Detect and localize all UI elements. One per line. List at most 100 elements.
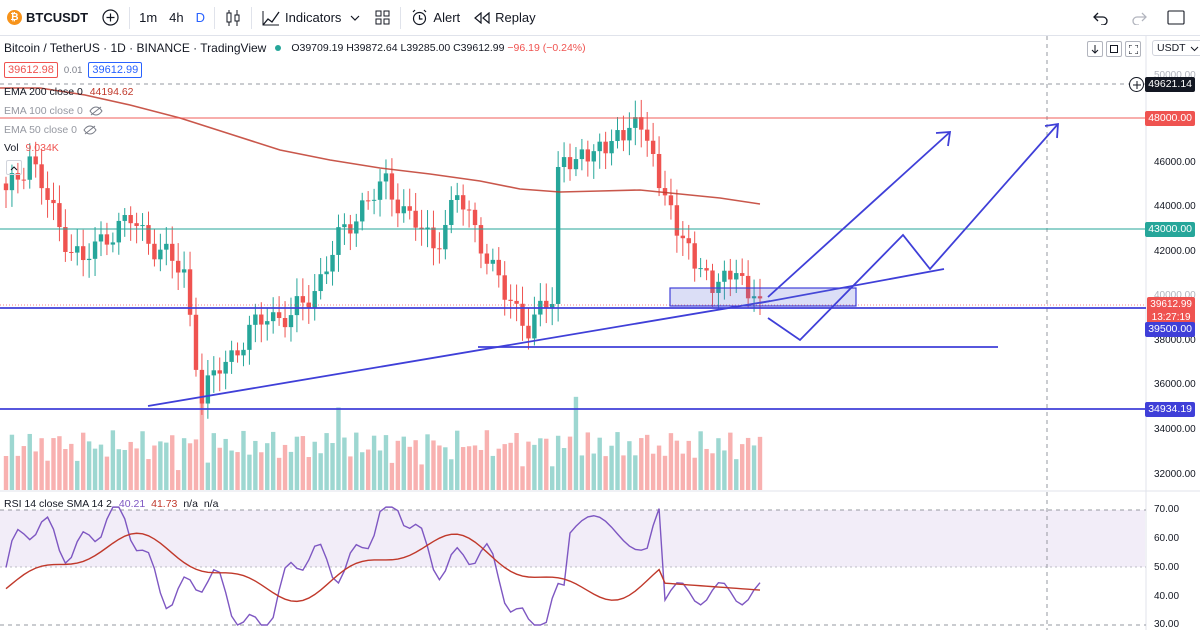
volume-bar xyxy=(21,446,27,490)
volume-bar xyxy=(80,432,86,490)
indicators-button[interactable]: Indicators xyxy=(255,0,368,36)
price-tick: 32000.00 xyxy=(1154,469,1196,480)
volume-bar xyxy=(241,430,246,490)
volume-bar xyxy=(199,391,205,490)
volume-bar xyxy=(360,452,365,490)
volume-bar xyxy=(449,459,454,490)
volume-bar xyxy=(751,445,757,490)
price-tick: 38000.00 xyxy=(1154,335,1196,346)
candle-body xyxy=(39,164,44,189)
volume-bar xyxy=(395,440,401,490)
candle-body xyxy=(639,117,644,130)
volume-bar xyxy=(668,433,674,490)
alarm-clock-icon xyxy=(412,9,427,26)
level-48000-label: 48000.00 xyxy=(1145,111,1195,126)
toolbar-divider xyxy=(214,6,216,29)
candle-body xyxy=(86,258,92,261)
volume-bar xyxy=(716,438,721,490)
level-39500-label: 39500.00 xyxy=(1145,322,1195,337)
ema-200-line xyxy=(0,87,761,205)
candle-body xyxy=(181,269,187,273)
redo-button[interactable] xyxy=(1124,0,1154,36)
volume-bar xyxy=(579,455,585,490)
candle-body xyxy=(360,200,365,222)
candle-body xyxy=(716,281,721,293)
ema50-legend[interactable]: EMA 50 close 0 xyxy=(4,124,97,136)
collapse-legend-button[interactable] xyxy=(6,160,22,175)
volume-bar xyxy=(187,443,193,490)
candle-body xyxy=(478,225,484,254)
candle-body xyxy=(650,140,656,154)
symbol-search[interactable]: ₿ BTCUSDT xyxy=(0,0,95,36)
volume-bar xyxy=(704,448,709,490)
volume-bar xyxy=(15,455,21,490)
currency-selector[interactable]: USDT xyxy=(1152,40,1200,56)
candle-body xyxy=(51,199,56,204)
ema100-legend[interactable]: EMA 100 close 0 xyxy=(4,105,103,117)
rsi-legend[interactable]: RSI 14 close SMA 14 2 40.21 41.73 n/a n/… xyxy=(4,498,218,510)
high-value: H39872.64 xyxy=(346,42,398,54)
volume-bar xyxy=(538,438,543,490)
ema200-legend[interactable]: EMA 200 close 0 44194.62 xyxy=(4,86,134,98)
volume-bar xyxy=(27,433,32,490)
candle-body xyxy=(555,166,561,304)
buy-price-button[interactable]: 39612.99 xyxy=(88,62,143,78)
volume-bar xyxy=(306,457,311,490)
rsi-tick: 40.00 xyxy=(1154,591,1180,602)
interval-d[interactable]: D xyxy=(195,10,206,25)
chart-type-button[interactable] xyxy=(218,0,248,36)
projection-path-2[interactable] xyxy=(767,123,1059,342)
candle-body xyxy=(300,296,306,303)
support-trendline[interactable] xyxy=(147,300,771,407)
plus-icon xyxy=(1132,80,1141,89)
candle-body xyxy=(532,314,537,339)
candle-body xyxy=(674,205,680,236)
interval-4h[interactable]: 4h xyxy=(169,10,184,25)
volume-bar xyxy=(674,440,680,490)
projection-path-1[interactable] xyxy=(767,131,951,298)
volume-bar xyxy=(734,459,739,490)
volume-bar xyxy=(276,457,282,490)
ema50-label: EMA 50 close 0 xyxy=(4,124,77,136)
alert-button[interactable]: Alert xyxy=(404,0,467,36)
candle-body xyxy=(585,149,591,162)
volume-legend[interactable]: Vol 9.034K xyxy=(4,142,59,154)
interval-1m[interactable]: 1m xyxy=(139,10,158,25)
volume-bar xyxy=(466,446,472,490)
candle-body xyxy=(158,249,163,260)
candle-body xyxy=(69,251,74,253)
volume-bar xyxy=(229,450,234,490)
fullscreen-button[interactable] xyxy=(1125,41,1141,57)
candle-body xyxy=(407,206,412,211)
candle-body xyxy=(561,157,567,167)
consolidation-rectangle[interactable] xyxy=(669,287,857,307)
volume-value: 9.034K xyxy=(25,142,59,154)
volume-bar xyxy=(110,430,116,490)
sell-price-button[interactable]: 39612.98 xyxy=(4,62,58,78)
undo-button[interactable] xyxy=(1086,0,1116,36)
candle-body xyxy=(567,157,573,170)
volume-bar xyxy=(181,438,187,490)
maximize-button[interactable] xyxy=(1106,41,1122,57)
price-tick: 42000.00 xyxy=(1154,246,1196,257)
layouts-button[interactable] xyxy=(368,0,397,36)
candle-body xyxy=(443,224,448,250)
volume-bar xyxy=(354,432,359,490)
volume-bar xyxy=(282,444,288,490)
volume-bar xyxy=(324,433,329,490)
candle-body xyxy=(413,210,418,228)
layout-box-button[interactable] xyxy=(1160,0,1192,36)
volume-bar xyxy=(609,445,614,490)
replay-button[interactable]: Replay xyxy=(467,0,542,36)
add-symbol-button[interactable] xyxy=(95,0,126,36)
volume-bars xyxy=(3,391,763,490)
rsi-tick: 30.00 xyxy=(1154,619,1180,630)
move-down-button[interactable] xyxy=(1087,41,1103,57)
crosshair-add-button[interactable] xyxy=(1129,77,1144,92)
volume-bar xyxy=(745,437,751,490)
change-value: −96.19 (−0.24%) xyxy=(507,42,586,54)
volume-bar xyxy=(561,448,567,490)
volume-bar xyxy=(330,443,335,490)
candle-body xyxy=(389,173,395,200)
